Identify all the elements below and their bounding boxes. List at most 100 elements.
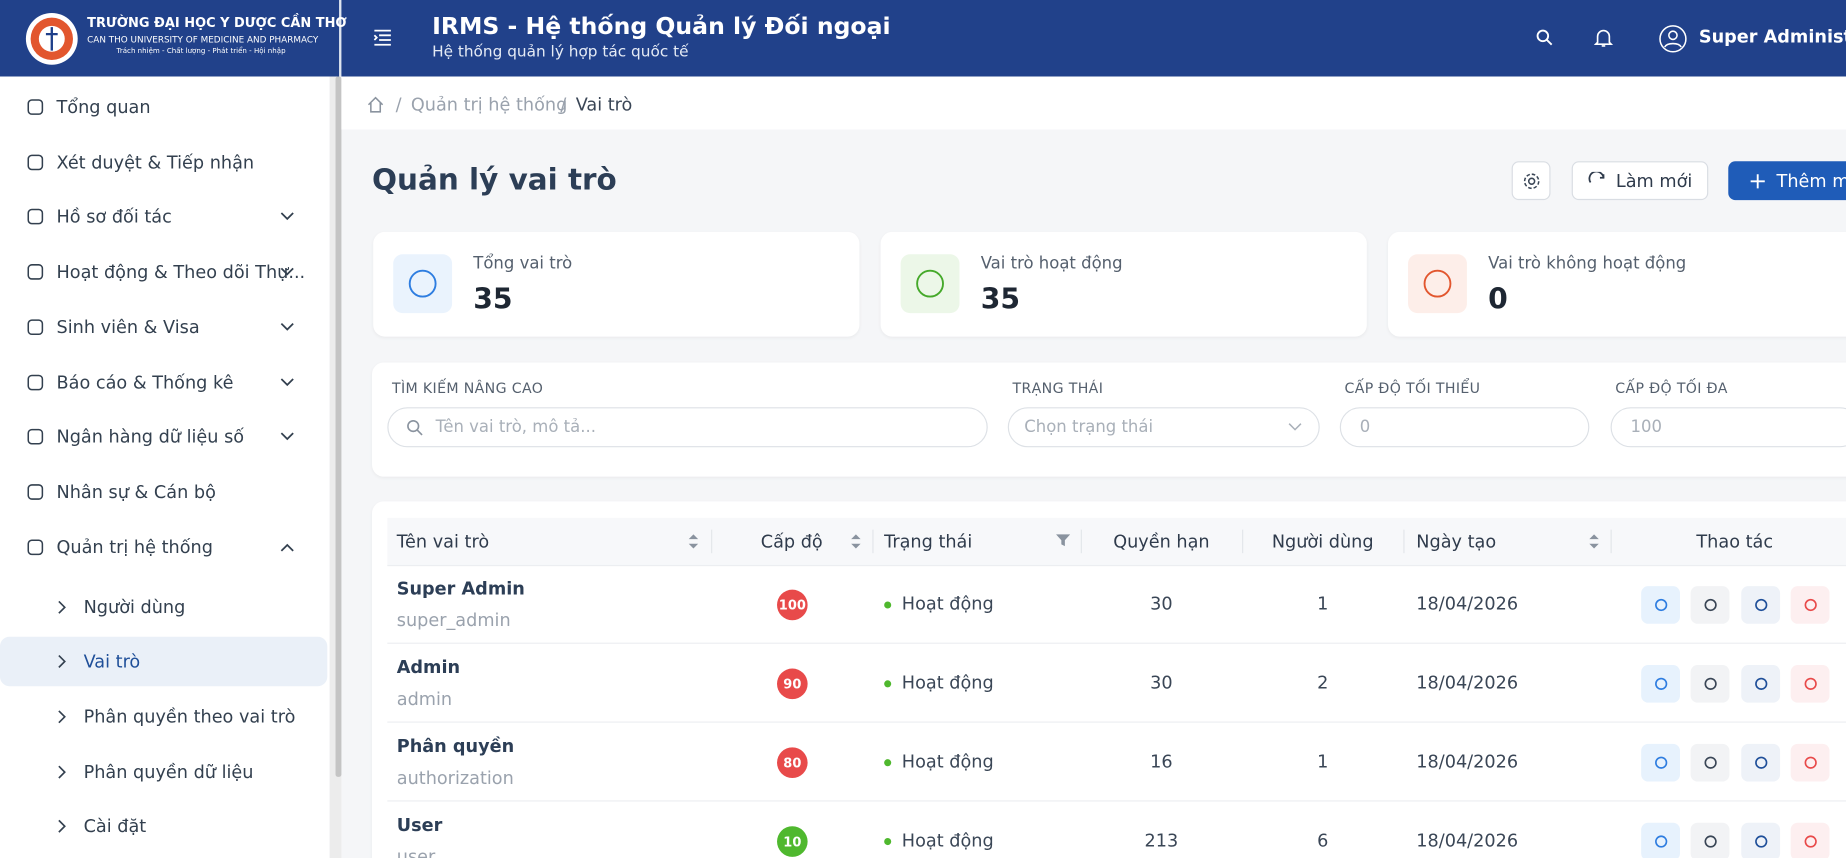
status-select[interactable]: Chọn trạng thái [1007,407,1320,448]
action-button[interactable] [1641,665,1681,703]
search-icon[interactable] [1535,28,1554,47]
filter-icon[interactable] [1056,533,1071,547]
action-button[interactable] [1690,743,1730,782]
add-button[interactable]: Thêm mới [1728,161,1846,201]
column-header: Người dùng [1242,518,1403,565]
max-input[interactable]: 100 [1610,407,1846,448]
menu-icon [27,319,44,336]
stat-label: Tổng vai trò [473,254,573,274]
menu-label: Phân quyền dữ liệu [83,761,254,783]
status-dot [884,680,892,688]
menu-label: Xét duyệt & Tiếp nhận [56,151,255,174]
user-name[interactable]: Super Administrator [1698,25,1846,48]
menu-item[interactable]: Quản trị hệ thống [0,524,330,571]
sort-icon[interactable] [688,532,700,551]
chevron [280,267,294,276]
action-icon [1703,677,1717,690]
breadcrumb-bar [341,76,1846,130]
menu-label: Vai trò [83,650,141,673]
stat-value: 35 [980,282,1021,316]
created-date: 18/04/2026 [1416,829,1519,851]
menu-item[interactable]: Ngân hàng dữ liệu số [0,413,330,460]
stat-icon [900,254,960,314]
level-badge: 10 [777,826,808,857]
action-icon [1703,756,1717,769]
stat-icon [1408,254,1467,314]
stat-value: 35 [473,282,513,316]
min-input[interactable]: 0 [1339,407,1590,448]
created-date: 18/04/2026 [1416,750,1519,773]
action-button[interactable] [1641,586,1681,624]
menu-item[interactable]: Nhân sự & Cán bộ [0,468,330,515]
avatar[interactable] [1659,25,1687,53]
action-button[interactable] [1741,822,1781,858]
action-button[interactable] [1741,665,1781,703]
button-label: Làm mới [1615,170,1693,192]
filter-label: CẤP ĐỘ TỐI ĐA [1615,380,1728,397]
submenu-item[interactable]: Cài đặt [0,802,330,851]
menu-item[interactable]: Sinh viên & Visa [0,304,330,351]
action-icon [1703,598,1717,612]
menu-item[interactable]: Tổng quan [0,84,330,131]
action-icon [1654,835,1667,848]
column-title: Tên vai trò [396,530,490,553]
chevron [58,819,66,833]
gear-icon [1523,172,1539,189]
status: Hoạt động [901,750,994,773]
sort-icon[interactable] [1588,532,1600,551]
level-badge: 90 [777,668,808,700]
action-button[interactable] [1790,586,1830,624]
column-title: Trạng thái [884,530,973,553]
submenu-item[interactable]: Phân quyền theo vai trò [0,692,330,741]
menu-item[interactable]: Hồ sơ đối tác [0,193,330,240]
column-title: Quyền hạn [1113,530,1210,553]
action-icon [1703,835,1717,848]
role-code: user [396,846,436,858]
permissions: 30 [1150,672,1173,694]
status-dot [884,601,892,609]
action-button[interactable] [1741,586,1781,624]
logo-text: Trách nhiệm - Chất lượng - Phát triển - … [116,47,286,56]
menu-item[interactable]: Hoạt động & Theo dõi Thự... [0,248,330,295]
menu-toggle[interactable] [372,27,393,48]
status: Hoạt động [901,829,994,851]
action-button[interactable] [1690,822,1730,858]
submenu-item[interactable]: Người dùng [0,583,330,632]
action-button[interactable] [1641,822,1681,858]
menu-icon [27,264,44,280]
column-header[interactable]: Ngày tạo [1416,518,1610,565]
sort-icon[interactable] [850,532,862,551]
filter-label: TÌM KIẾM NÂNG CAO [392,380,544,397]
menu-item[interactable]: Báo cáo & Thống kê [0,359,330,406]
chevron [1288,423,1302,431]
refresh-button[interactable]: Làm mới [1571,161,1709,201]
home-icon[interactable] [366,95,385,113]
action-button[interactable] [1790,665,1830,703]
action-button[interactable] [1790,822,1830,858]
breadcrumb-link[interactable]: Quản trị hệ thống [410,94,568,116]
settings-button[interactable] [1511,161,1551,201]
action-button[interactable] [1690,586,1730,624]
menu-item[interactable]: Xét duyệt & Tiếp nhận [0,139,330,186]
submenu-item[interactable]: Vai trò [0,636,328,687]
column-header: Quyền hạn [1081,518,1242,565]
column-divider [1403,529,1405,554]
action-button[interactable] [1690,665,1730,703]
menu-icon [27,154,44,171]
column-header[interactable]: Cấp độ [711,518,872,565]
action-button[interactable] [1641,743,1681,782]
scrollbar-thumb [335,76,342,777]
column-header[interactable]: Tên vai trò [397,518,711,565]
bell-icon[interactable] [1594,28,1613,48]
search-input[interactable]: Tên vai trò, mô tả... [387,407,988,448]
action-button[interactable] [1790,743,1830,782]
created-date: 18/04/2026 [1416,593,1519,615]
action-button[interactable] [1741,743,1781,782]
chevron [280,543,294,552]
submenu-item[interactable]: Phân quyền dữ liệu [0,747,330,796]
column-divider [872,529,874,554]
action-icon [1803,677,1817,690]
